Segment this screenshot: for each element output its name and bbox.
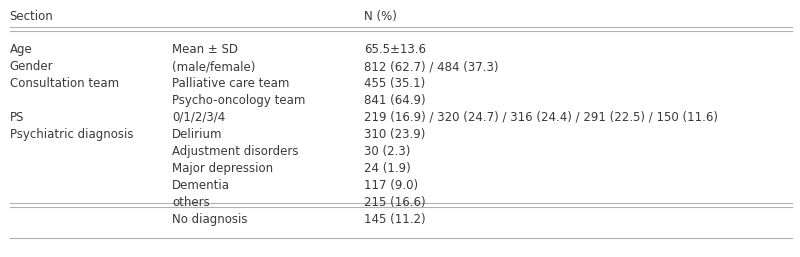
Text: 455 (35.1): 455 (35.1) (364, 77, 426, 90)
Text: 812 (62.7) / 484 (37.3): 812 (62.7) / 484 (37.3) (364, 60, 498, 73)
Text: N (%): N (%) (364, 10, 397, 23)
Text: Psycho-oncology team: Psycho-oncology team (172, 94, 306, 107)
Text: Section: Section (10, 10, 54, 23)
Text: 30 (2.3): 30 (2.3) (364, 145, 410, 158)
Text: 117 (9.0): 117 (9.0) (364, 179, 418, 192)
Text: Psychiatric diagnosis: Psychiatric diagnosis (10, 128, 133, 141)
Text: (male/female): (male/female) (172, 60, 255, 73)
Text: Consultation team: Consultation team (10, 77, 118, 90)
Text: 215 (16.6): 215 (16.6) (364, 196, 426, 209)
Text: 310 (23.9): 310 (23.9) (364, 128, 426, 141)
Text: Age: Age (10, 43, 32, 56)
Text: Gender: Gender (10, 60, 54, 73)
Text: 24 (1.9): 24 (1.9) (364, 162, 410, 175)
Text: Delirium: Delirium (172, 128, 222, 141)
Text: 65.5±13.6: 65.5±13.6 (364, 43, 426, 56)
Text: Palliative care team: Palliative care team (172, 77, 290, 90)
Text: No diagnosis: No diagnosis (172, 213, 247, 226)
Text: PS: PS (10, 111, 24, 124)
Text: Mean ± SD: Mean ± SD (172, 43, 238, 56)
Text: Major depression: Major depression (172, 162, 273, 175)
Text: Dementia: Dementia (172, 179, 230, 192)
Text: 0/1/2/3/4: 0/1/2/3/4 (172, 111, 226, 124)
Text: Adjustment disorders: Adjustment disorders (172, 145, 298, 158)
Text: 841 (64.9): 841 (64.9) (364, 94, 426, 107)
Text: 219 (16.9) / 320 (24.7) / 316 (24.4) / 291 (22.5) / 150 (11.6): 219 (16.9) / 320 (24.7) / 316 (24.4) / 2… (364, 111, 718, 124)
Text: 145 (11.2): 145 (11.2) (364, 213, 426, 226)
Text: others: others (172, 196, 210, 209)
